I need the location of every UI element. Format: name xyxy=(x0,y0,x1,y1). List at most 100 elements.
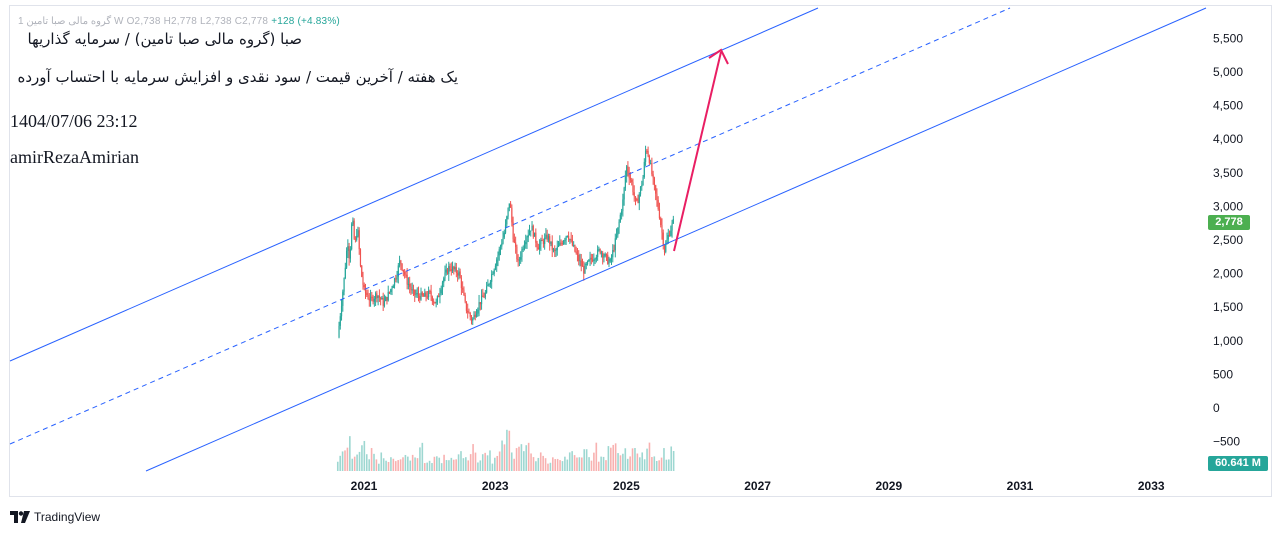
volume-bar xyxy=(469,454,472,471)
candle-body xyxy=(533,232,536,237)
candle-body xyxy=(576,253,579,255)
candle-body xyxy=(647,151,649,157)
note-author[interactable]: amirRezaAmirian xyxy=(10,147,139,167)
volume-bar xyxy=(595,442,598,471)
candle-body xyxy=(564,239,566,242)
candle-body xyxy=(642,177,644,186)
candle-body xyxy=(415,294,417,296)
candle-body xyxy=(484,292,486,298)
volume-bar xyxy=(455,459,457,471)
volume-bar xyxy=(387,461,390,471)
candle-body xyxy=(475,313,478,317)
candle-body xyxy=(526,237,528,242)
candle-body xyxy=(585,264,587,266)
candle-body xyxy=(575,251,577,254)
candle-body xyxy=(566,235,568,237)
candle-body xyxy=(589,257,591,261)
candle-body xyxy=(556,246,558,251)
volume-bar xyxy=(402,457,404,471)
candle-body xyxy=(633,192,635,197)
candle-body xyxy=(339,316,341,326)
candle-body xyxy=(627,166,629,173)
candle-body xyxy=(663,245,666,252)
candle-body xyxy=(560,242,562,244)
candle-body xyxy=(378,295,380,298)
candle-body xyxy=(545,234,547,238)
candle-body xyxy=(651,163,653,175)
note-title[interactable]: صبا (گروه مالی صبا تامین) / سرمایه گذاری… xyxy=(27,30,302,48)
volume-bar xyxy=(452,459,455,471)
candle-body xyxy=(343,278,345,292)
brand-name: TradingView xyxy=(34,510,101,524)
candle-body xyxy=(544,237,546,245)
volume-bar xyxy=(494,457,496,471)
volume-bar xyxy=(624,448,627,471)
candle-body xyxy=(632,182,634,193)
candle-body xyxy=(351,224,353,250)
volume-bar xyxy=(380,452,383,471)
candle-body xyxy=(578,254,580,262)
candle-body xyxy=(605,253,608,255)
candle-body xyxy=(345,250,348,268)
volume-bar xyxy=(411,454,414,471)
candle-body xyxy=(657,200,659,210)
candle-body xyxy=(652,174,654,178)
candle-body xyxy=(367,295,369,299)
candle-body xyxy=(435,301,437,304)
candle-body xyxy=(639,186,642,195)
candle-body xyxy=(494,265,497,270)
candle-body xyxy=(648,156,650,164)
channel-mid-line[interactable] xyxy=(9,7,1011,445)
candle-body xyxy=(375,293,377,299)
volume-bar xyxy=(583,449,586,471)
candle-body xyxy=(562,241,565,244)
projection-arrow[interactable] xyxy=(673,48,729,252)
candle-body xyxy=(439,293,441,298)
candle-body xyxy=(405,274,407,276)
candle-body xyxy=(493,269,495,274)
y-tick-label: 5,500 xyxy=(1213,31,1243,45)
x-tick-label: 2029 xyxy=(875,479,902,493)
volume-layer xyxy=(336,429,675,471)
candle-body xyxy=(462,288,464,290)
volume-bar xyxy=(443,454,445,471)
candle-body xyxy=(550,241,552,244)
channel-upper-line[interactable] xyxy=(9,7,819,362)
volume-bar xyxy=(660,457,663,471)
candle-body xyxy=(489,281,492,285)
note-datetime[interactable]: 1404/07/06 23:12 xyxy=(10,111,138,131)
candle-body xyxy=(516,246,518,260)
y-tick-label: 3,500 xyxy=(1213,166,1243,180)
candle-body xyxy=(433,301,435,303)
candle-body xyxy=(445,269,447,273)
candle-body xyxy=(479,302,481,305)
volume-bar xyxy=(397,460,399,471)
volume-bar xyxy=(581,457,583,471)
candle-body xyxy=(460,277,462,289)
volume-bar xyxy=(440,463,443,471)
candle-body xyxy=(467,310,469,313)
note-subtitle[interactable]: یک هفته / آخرین قیمت / سود نقدی و افزایش… xyxy=(17,68,458,86)
volume-bar xyxy=(416,458,419,471)
volume-bar xyxy=(477,462,479,471)
candle-body xyxy=(667,235,669,240)
candle-body xyxy=(469,312,471,317)
candle-body xyxy=(356,235,358,240)
candle-body xyxy=(540,239,542,245)
candle-body xyxy=(363,284,365,288)
candle-body xyxy=(551,241,553,250)
candle-body xyxy=(511,207,513,223)
candle-body xyxy=(470,316,473,321)
candle-body xyxy=(517,259,519,261)
volume-bar xyxy=(655,461,658,471)
tradingview-brand[interactable]: TradingView xyxy=(10,510,100,524)
candle-body xyxy=(396,276,398,280)
candle-body xyxy=(554,249,556,252)
volume-bar xyxy=(378,463,380,471)
candle-body xyxy=(530,230,532,232)
volume-bar xyxy=(672,450,675,471)
candle-body xyxy=(431,296,433,302)
candle-body xyxy=(568,235,570,240)
